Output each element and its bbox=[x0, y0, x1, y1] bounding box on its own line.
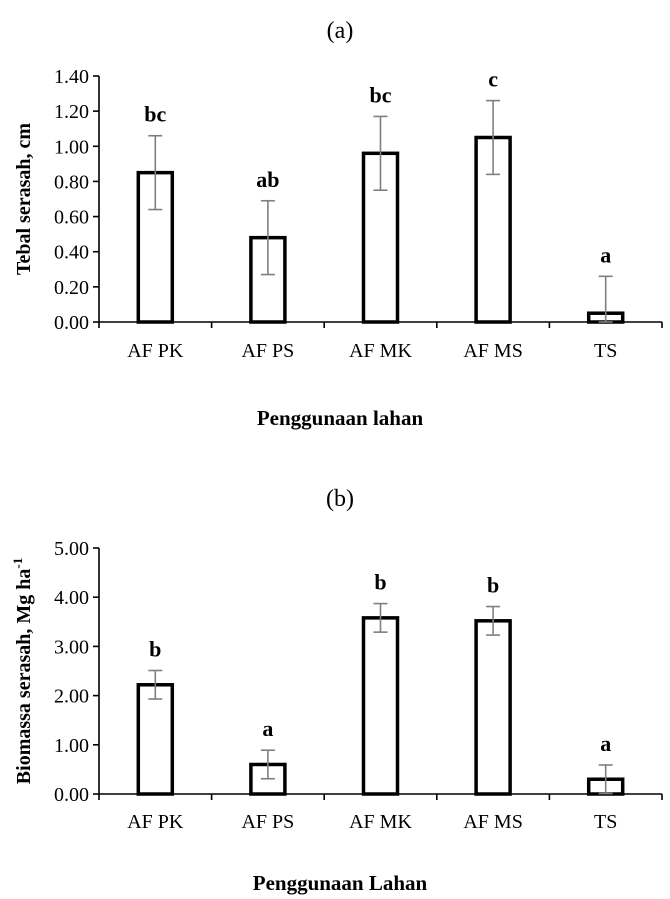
chart-panel-a: (a) 0.00 0.20 0.40 0.60 0.80 1.00 1.20 1.40 bc AF … bbox=[13, 18, 663, 430]
x-category-label: AF PS bbox=[241, 811, 294, 833]
y-tick-label: 0.00 bbox=[54, 312, 89, 334]
significance-letter: bc bbox=[370, 82, 392, 107]
y-tick-label: 0.20 bbox=[54, 277, 89, 299]
significance-letter: b bbox=[487, 573, 499, 598]
x-axis-title: Penggunaan lahan bbox=[257, 406, 424, 430]
significance-letter: ab bbox=[256, 167, 279, 192]
y-axis-title: Tebal serasah, cm bbox=[13, 123, 35, 275]
panel-label: (a) bbox=[327, 18, 354, 44]
x-category-label: AF PK bbox=[127, 340, 184, 362]
y-tick-label: 4.00 bbox=[54, 587, 89, 609]
y-axis-title: Biomassa serasah, Mg ha-1 bbox=[10, 558, 35, 784]
y-tick-label: 0.80 bbox=[54, 171, 89, 193]
significance-letter: a bbox=[600, 242, 611, 267]
x-category-label: TS bbox=[594, 811, 617, 833]
y-tick-label: 0.00 bbox=[54, 784, 89, 806]
bar-af-mk bbox=[361, 151, 400, 324]
y-tick-label: 1.00 bbox=[54, 136, 89, 158]
x-category-label: AF PS bbox=[241, 340, 294, 362]
x-category-label: AF MS bbox=[463, 811, 522, 833]
y-tick-label: 2.00 bbox=[54, 686, 89, 708]
y-tick-label: 0.60 bbox=[54, 207, 89, 229]
significance-letter: bc bbox=[144, 102, 166, 127]
bar-af-mk bbox=[361, 616, 400, 796]
y-tick-label: 3.00 bbox=[54, 636, 89, 658]
x-category-label: TS bbox=[594, 340, 617, 362]
x-category-label: AF MS bbox=[463, 340, 522, 362]
bar-af-pk bbox=[136, 170, 175, 324]
y-tick-label: 1.20 bbox=[54, 101, 89, 123]
significance-letter: b bbox=[374, 570, 386, 595]
significance-letter: c bbox=[488, 67, 498, 92]
significance-letter: a bbox=[600, 731, 611, 756]
significance-letter: b bbox=[149, 637, 161, 662]
y-tick-label: 5.00 bbox=[54, 538, 89, 560]
y-axis-title-superscript: -1 bbox=[10, 558, 25, 569]
x-category-label: AF MK bbox=[349, 340, 412, 362]
y-tick-label: 0.40 bbox=[54, 242, 89, 264]
y-tick-label: 1.40 bbox=[54, 66, 89, 88]
y-tick-label: 1.00 bbox=[54, 735, 89, 757]
y-axis-title-text: Biomassa serasah, Mg ha bbox=[13, 569, 35, 785]
significance-letter: a bbox=[262, 716, 273, 741]
bar-af-ms bbox=[474, 619, 512, 796]
chart-panel-b: (b) 0.00 1.00 2.00 3.00 4.00 5.00 b AF PK a AF PS b… bbox=[10, 486, 663, 895]
y-axis-title-text: Tebal serasah, cm bbox=[13, 123, 35, 275]
panel-label: (b) bbox=[326, 486, 354, 512]
x-axis-title: Penggunaan Lahan bbox=[253, 871, 428, 895]
x-category-label: AF MK bbox=[349, 811, 412, 833]
bar-af-pk bbox=[136, 683, 175, 796]
x-category-label: AF PK bbox=[127, 811, 184, 833]
